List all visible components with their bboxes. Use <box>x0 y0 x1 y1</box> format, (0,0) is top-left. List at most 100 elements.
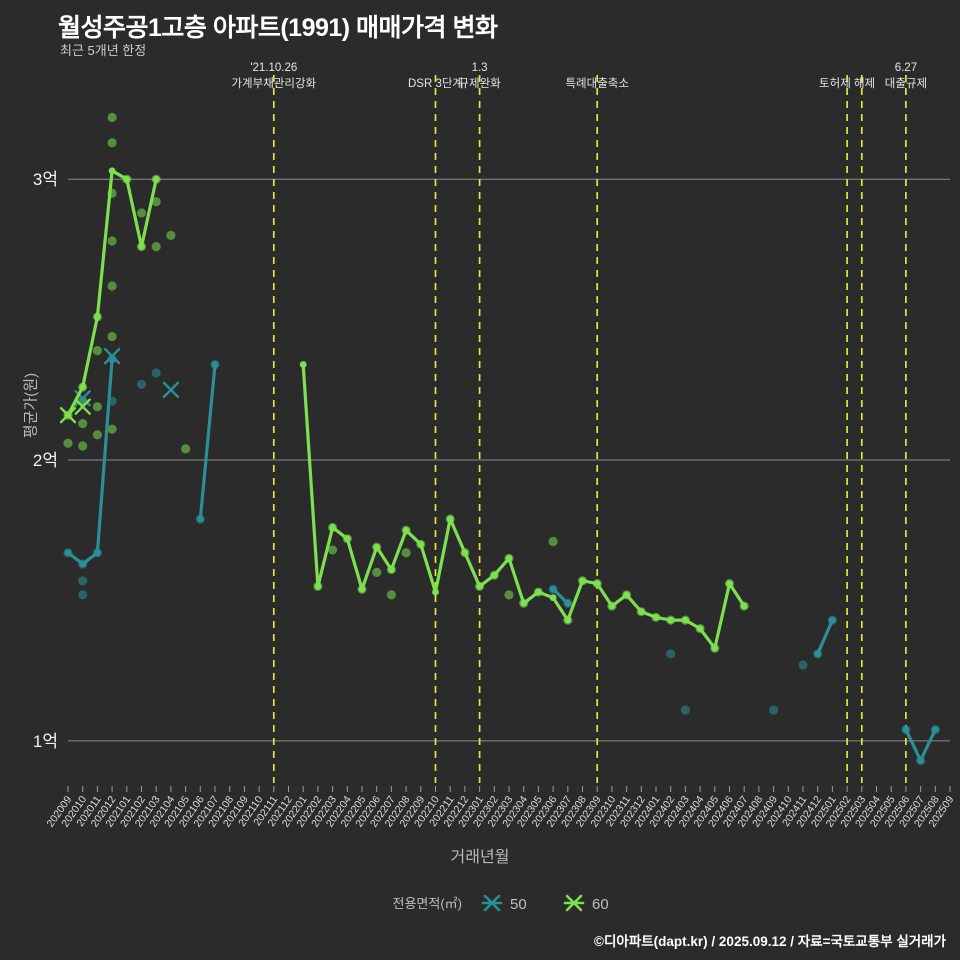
scatter-point <box>666 649 676 659</box>
mean-point <box>696 625 704 632</box>
mean-point <box>608 602 616 610</box>
mean-point <box>711 644 719 652</box>
event-label: 대출규제 <box>885 77 927 90</box>
scatter-point <box>107 281 117 291</box>
y-axis-tick-label: 3억 <box>33 170 58 189</box>
mean-point <box>593 580 601 588</box>
legend-label-60[interactable]: 60 <box>592 896 609 913</box>
mean-point <box>432 588 439 596</box>
scatter-point <box>107 112 117 123</box>
mean-x-marker <box>103 347 121 365</box>
mean-point <box>94 313 101 321</box>
mean-point <box>94 549 101 557</box>
scatter-point <box>151 242 161 252</box>
scatter-point <box>78 590 88 600</box>
scatter-point <box>78 576 88 586</box>
mean-line <box>198 363 217 521</box>
mean-point <box>549 585 557 593</box>
mean-point <box>299 361 307 368</box>
event-label: 토허제 해제 <box>819 77 875 90</box>
scatter-point <box>107 424 117 434</box>
mean-point <box>549 594 557 602</box>
mean-x-marker <box>59 406 77 424</box>
scatter-point <box>386 590 396 600</box>
mean-point <box>667 616 675 624</box>
footer-credit: ©디아파트(dapt.kr) / 2025.09.12 / 자료=국토교통부 실… <box>594 934 946 949</box>
mean-point <box>814 650 822 658</box>
y-axis-tick-label: 1억 <box>33 732 58 751</box>
mean-x-marker <box>162 381 180 399</box>
scatter-point <box>136 208 147 218</box>
mean-point <box>564 599 572 607</box>
page-subtitle: 최근 5개년 한정 <box>60 43 147 58</box>
event-label: 가계부채관리강화 <box>231 77 316 90</box>
scatter-point <box>92 430 102 440</box>
mean-point <box>902 726 910 734</box>
event-label: 1.3 <box>472 62 488 74</box>
mean-point <box>520 599 528 607</box>
legend-marker-50[interactable] <box>481 894 503 912</box>
scatter-point <box>136 379 147 389</box>
mean-point <box>505 554 513 562</box>
mean-point <box>196 515 204 523</box>
scatter-point <box>401 548 411 558</box>
event-label: 규제완화 <box>458 77 501 90</box>
mean-point <box>402 526 410 534</box>
mean-point <box>358 585 366 593</box>
scatter-point <box>504 590 514 600</box>
mean-point <box>535 588 542 596</box>
mean-point <box>417 540 425 548</box>
mean-point <box>211 361 219 368</box>
scatter-point <box>166 230 176 241</box>
mean-point <box>314 583 322 590</box>
page-title: 월성주공1고층 아파트(1991) 매매가격 변화 <box>58 14 498 42</box>
mean-x-marker <box>74 398 91 415</box>
mean-point <box>623 591 630 599</box>
mean-point <box>123 175 131 183</box>
y-axis-title: 평균가(원) <box>22 372 40 439</box>
mean-point <box>64 549 72 557</box>
scatter-point <box>328 545 338 555</box>
mean-point <box>917 757 924 764</box>
mean-point <box>373 543 381 551</box>
mean-point <box>446 515 454 523</box>
mean-point <box>79 560 87 568</box>
mean-point <box>476 583 483 590</box>
scatter-point <box>798 660 808 670</box>
mean-line <box>816 618 834 656</box>
scatter-point <box>151 197 161 207</box>
scatter-point <box>548 536 558 547</box>
mean-point <box>637 608 645 616</box>
mean-point <box>152 175 160 183</box>
mean-point <box>108 167 116 175</box>
mean-point <box>329 524 336 531</box>
mean-line <box>904 728 937 763</box>
legend-title: 전용면적(㎡) <box>393 896 463 911</box>
scatter-point <box>78 441 88 451</box>
mean-point <box>740 602 748 610</box>
event-label: DSR 3단계 <box>408 77 463 90</box>
legend-marker-60[interactable] <box>563 894 585 912</box>
mean-point <box>652 613 660 621</box>
scatter-point <box>92 402 102 412</box>
event-label: 특례대출축소 <box>565 77 628 90</box>
mean-point <box>682 616 689 624</box>
scatter-point <box>151 368 161 378</box>
mean-point <box>829 616 836 624</box>
scatter-point <box>107 138 117 148</box>
mean-point <box>931 726 939 734</box>
mean-point <box>79 383 87 391</box>
mean-point <box>461 549 469 557</box>
mean-line <box>66 357 114 566</box>
legend-label-50[interactable]: 50 <box>510 896 527 913</box>
mean-point <box>579 577 586 585</box>
event-label: 6.27 <box>895 62 917 74</box>
scatter-point <box>107 236 117 246</box>
scatter-point <box>63 438 73 448</box>
mean-point <box>726 580 733 588</box>
scatter-point <box>680 705 691 715</box>
scatter-point <box>372 567 382 577</box>
scatter-point <box>92 345 102 356</box>
